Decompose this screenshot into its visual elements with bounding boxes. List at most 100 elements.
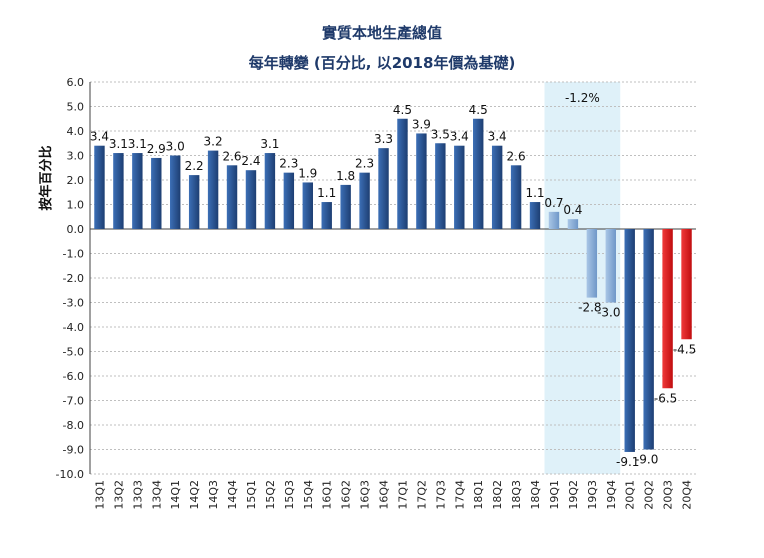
data-label: -3.0: [597, 306, 620, 320]
data-label: 1.9: [298, 166, 317, 180]
bar-16Q4: [378, 148, 389, 229]
x-tick-label: 15Q3: [283, 480, 296, 510]
bar-17Q3: [435, 143, 446, 229]
data-label: -4.5: [673, 342, 696, 356]
x-tick-label: 20Q2: [643, 480, 656, 510]
y-tick-label: -9.0: [63, 444, 84, 457]
bar-18Q2: [491, 145, 503, 229]
x-tick-label: 14Q4: [226, 480, 239, 510]
x-tick-label: 17Q2: [415, 480, 428, 510]
bar-15Q4: [302, 182, 313, 229]
x-tick-label: 19Q1: [548, 480, 561, 510]
x-tick-label: 19Q4: [605, 480, 618, 510]
data-label: 3.1: [260, 137, 279, 151]
x-tick-label: 17Q1: [396, 480, 409, 510]
data-label: 2.3: [279, 157, 298, 171]
data-label: 3.2: [204, 135, 223, 149]
x-tick-label: 13Q4: [150, 480, 163, 510]
data-label: 3.0: [166, 140, 185, 154]
data-label: 3.4: [90, 130, 109, 144]
y-tick-label: -4.0: [63, 321, 84, 334]
x-tick-label: 18Q2: [491, 480, 504, 510]
bar-20Q4: [681, 229, 692, 340]
data-label: 1.1: [317, 186, 336, 200]
y-tick-label: -6.0: [63, 370, 84, 383]
bar-20Q3: [662, 229, 673, 389]
y-tick-label: 1.0: [67, 199, 85, 212]
x-tick-label: 18Q1: [472, 480, 485, 510]
y-tick-label: 2.0: [67, 174, 85, 187]
subtitle-suffix: 年價為基礎): [433, 54, 515, 72]
bar-14Q1: [170, 155, 181, 229]
y-tick-label: -8.0: [63, 419, 84, 432]
x-tick-label: 13Q1: [93, 480, 106, 510]
bar-16Q1: [321, 202, 332, 229]
bar-14Q4: [226, 165, 238, 229]
bar-15Q3: [283, 172, 295, 229]
data-label: 2.6: [507, 149, 526, 163]
subtitle-prefix: 每年轉變 (百分比, 以: [249, 54, 392, 72]
bar-18Q1: [473, 118, 484, 229]
x-tick-label: 17Q4: [453, 480, 466, 510]
data-label: -9.0: [635, 453, 658, 467]
bar-16Q3: [359, 172, 370, 229]
highlight-label: -1.2%: [565, 91, 600, 105]
x-tick-label: 13Q2: [112, 480, 125, 510]
y-tick-label: -5.0: [63, 346, 84, 359]
x-tick-label: 19Q3: [586, 480, 599, 510]
bar-13Q1: [94, 145, 105, 229]
data-label: 3.5: [431, 127, 450, 141]
x-tick-label: 14Q1: [169, 480, 182, 510]
x-tick-label: 16Q3: [359, 480, 372, 510]
x-tick-label: 20Q4: [681, 480, 694, 510]
y-tick-label: 4.0: [67, 125, 85, 138]
x-tick-label: 15Q4: [302, 480, 315, 510]
bar-14Q2: [188, 175, 200, 229]
bar-19Q1: [548, 211, 560, 229]
data-label: 1.1: [525, 186, 544, 200]
x-tick-label: 13Q3: [131, 480, 144, 510]
data-label: 2.9: [147, 142, 166, 156]
bar-13Q3: [132, 153, 143, 229]
bar-17Q2: [416, 133, 427, 229]
y-tick-label: -1.0: [63, 248, 84, 261]
bar-17Q4: [454, 145, 465, 229]
data-label: 2.4: [241, 154, 260, 168]
bar-13Q2: [113, 153, 124, 229]
x-tick-label: 16Q4: [378, 480, 391, 510]
plot-area: -1.2%-10.0-9.0-8.0-7.0-6.0-5.0-4.0-3.0-2…: [56, 76, 697, 510]
data-label: 3.1: [109, 137, 128, 151]
y-tick-label: -2.0: [63, 272, 84, 285]
chart-subtitle: 每年轉變 (百分比, 以2018年價為基礎): [249, 54, 516, 72]
bar-15Q1: [245, 170, 257, 229]
data-label: 0.4: [563, 203, 582, 217]
x-tick-label: 16Q1: [321, 480, 334, 510]
x-tick-label: 20Q3: [662, 480, 675, 510]
data-label: -9.1: [616, 455, 639, 469]
x-tick-label: 15Q2: [264, 480, 277, 510]
bar-18Q4: [529, 202, 541, 229]
data-label: -6.5: [654, 391, 677, 405]
data-label: 4.5: [393, 103, 412, 117]
x-tick-label: 14Q3: [207, 480, 220, 510]
x-tick-label: 14Q2: [188, 480, 201, 510]
y-tick-label: 3.0: [67, 150, 85, 163]
data-label: 2.6: [222, 149, 241, 163]
bar-14Q3: [207, 150, 219, 229]
y-tick-label: 5.0: [67, 101, 85, 114]
y-tick-label: 6.0: [67, 76, 85, 89]
bar-19Q2: [567, 219, 579, 229]
data-label: 1.8: [336, 169, 355, 183]
y-tick-label: -3.0: [63, 297, 84, 310]
data-label: 3.3: [374, 132, 393, 146]
bar-20Q2: [643, 229, 654, 450]
x-tick-label: 15Q1: [245, 480, 258, 510]
bar-17Q1: [397, 118, 408, 229]
x-tick-label: 20Q1: [624, 480, 637, 510]
y-axis-label: 按年百分比: [38, 145, 54, 210]
bar-15Q2: [264, 153, 276, 229]
bar-13Q4: [151, 157, 162, 229]
data-label: 4.5: [469, 103, 488, 117]
data-label: 2.3: [355, 157, 374, 171]
